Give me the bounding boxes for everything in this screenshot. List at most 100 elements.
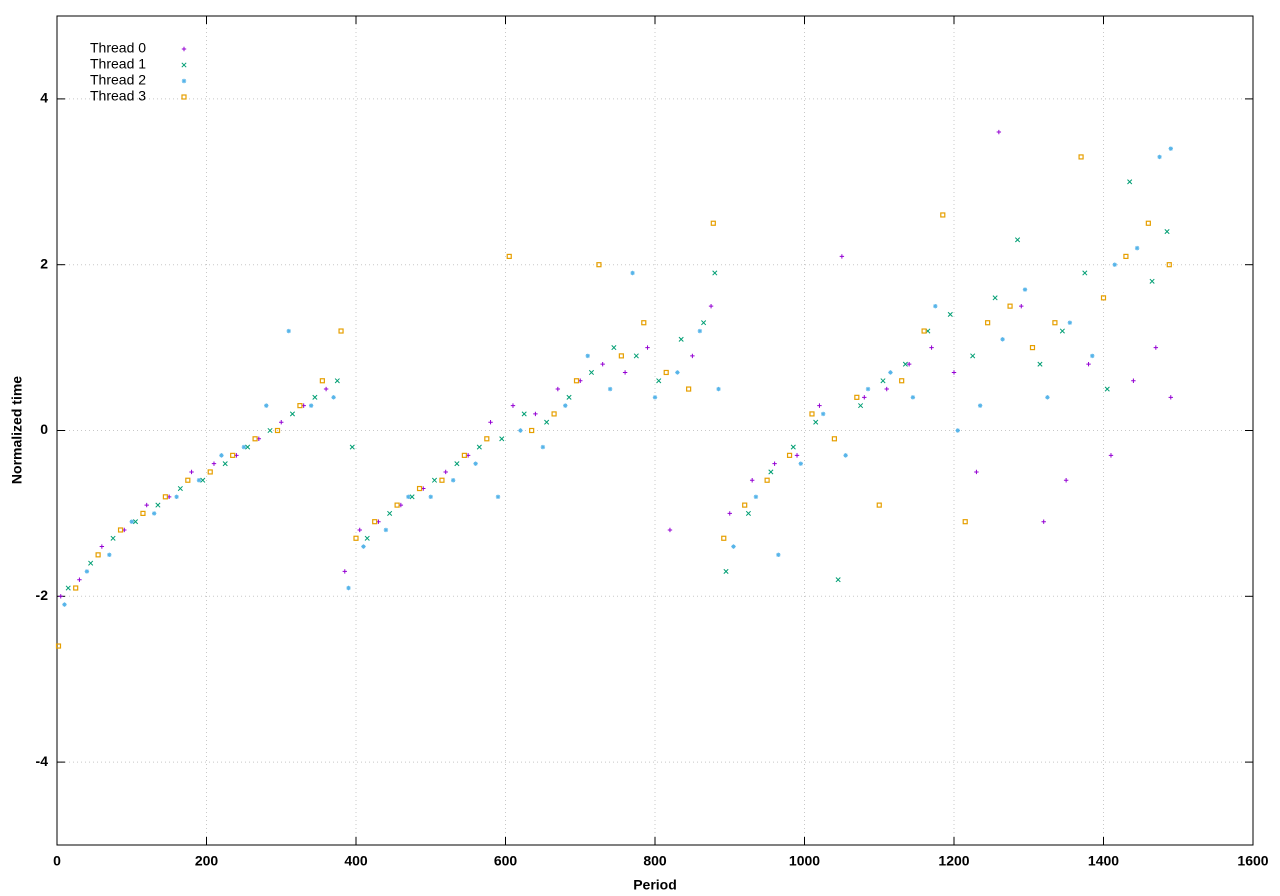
point [1037, 361, 1043, 367]
point [786, 452, 793, 458]
point [132, 519, 139, 525]
point [1022, 287, 1028, 292]
point [906, 361, 912, 367]
point [708, 303, 714, 309]
point [279, 420, 284, 425]
point [678, 336, 684, 342]
point [607, 386, 613, 392]
point [794, 453, 800, 458]
point [297, 403, 303, 409]
point [473, 461, 478, 466]
point [764, 477, 770, 483]
point [600, 361, 605, 367]
point [701, 320, 707, 326]
point [996, 129, 1002, 135]
point [716, 386, 721, 392]
point [1078, 154, 1084, 160]
y-tick-label: -4 [36, 753, 49, 769]
point [858, 403, 864, 409]
point [495, 494, 501, 500]
point [338, 328, 344, 334]
point [776, 552, 781, 558]
point [155, 502, 161, 508]
point [745, 510, 751, 516]
point [144, 502, 149, 508]
point [289, 411, 296, 417]
point [211, 461, 217, 466]
point [1000, 337, 1005, 342]
point [742, 502, 748, 508]
x-tick-label: 1200 [938, 853, 969, 869]
point [476, 444, 482, 450]
point [518, 428, 523, 433]
point [843, 453, 848, 458]
point [267, 427, 273, 434]
point [174, 494, 179, 500]
point [349, 444, 355, 450]
x-tick-label: 1400 [1088, 853, 1119, 869]
point [510, 403, 516, 408]
point [1067, 320, 1073, 325]
point [940, 212, 946, 218]
point [1100, 295, 1107, 301]
x-tick-label: 600 [494, 853, 518, 869]
point [151, 511, 157, 516]
point [1063, 478, 1069, 483]
point [880, 378, 886, 384]
point [929, 345, 934, 350]
point [521, 411, 527, 417]
point [985, 320, 991, 326]
point [888, 370, 893, 375]
point [353, 535, 359, 541]
point [641, 320, 647, 326]
point [1131, 378, 1136, 383]
point [431, 477, 438, 483]
point [230, 452, 236, 458]
point [1019, 303, 1024, 309]
point [461, 452, 467, 458]
x-tick-label: 1600 [1237, 853, 1268, 869]
point [1014, 237, 1021, 243]
point [484, 436, 490, 442]
point [1045, 395, 1050, 400]
point [865, 386, 871, 392]
point [1052, 320, 1058, 326]
x-tick-label: 200 [195, 853, 219, 869]
x-tick-label: 400 [344, 853, 368, 869]
point [499, 436, 505, 442]
point [454, 461, 460, 467]
point [992, 295, 998, 301]
x-tick-label: 0 [53, 853, 61, 869]
point [84, 569, 90, 574]
point [99, 544, 105, 549]
point [899, 378, 905, 384]
point [555, 386, 561, 392]
point [1164, 228, 1170, 235]
point [342, 569, 347, 574]
point [854, 394, 860, 400]
point [798, 461, 803, 466]
point [544, 419, 550, 425]
point [876, 502, 882, 508]
point [1041, 519, 1046, 524]
point [55, 643, 62, 649]
point [596, 262, 602, 268]
point [551, 411, 557, 417]
point [274, 427, 281, 434]
point [1157, 154, 1162, 160]
point [140, 510, 146, 516]
point [884, 386, 889, 392]
point [383, 527, 389, 533]
point [357, 527, 362, 533]
point [1082, 270, 1088, 276]
point [675, 370, 680, 375]
legend-marker [181, 62, 187, 68]
point [110, 535, 116, 541]
point [107, 552, 112, 558]
point [1123, 253, 1129, 260]
point [95, 552, 101, 558]
point [970, 353, 976, 359]
point [820, 411, 826, 417]
point [977, 403, 983, 408]
point [585, 353, 590, 359]
